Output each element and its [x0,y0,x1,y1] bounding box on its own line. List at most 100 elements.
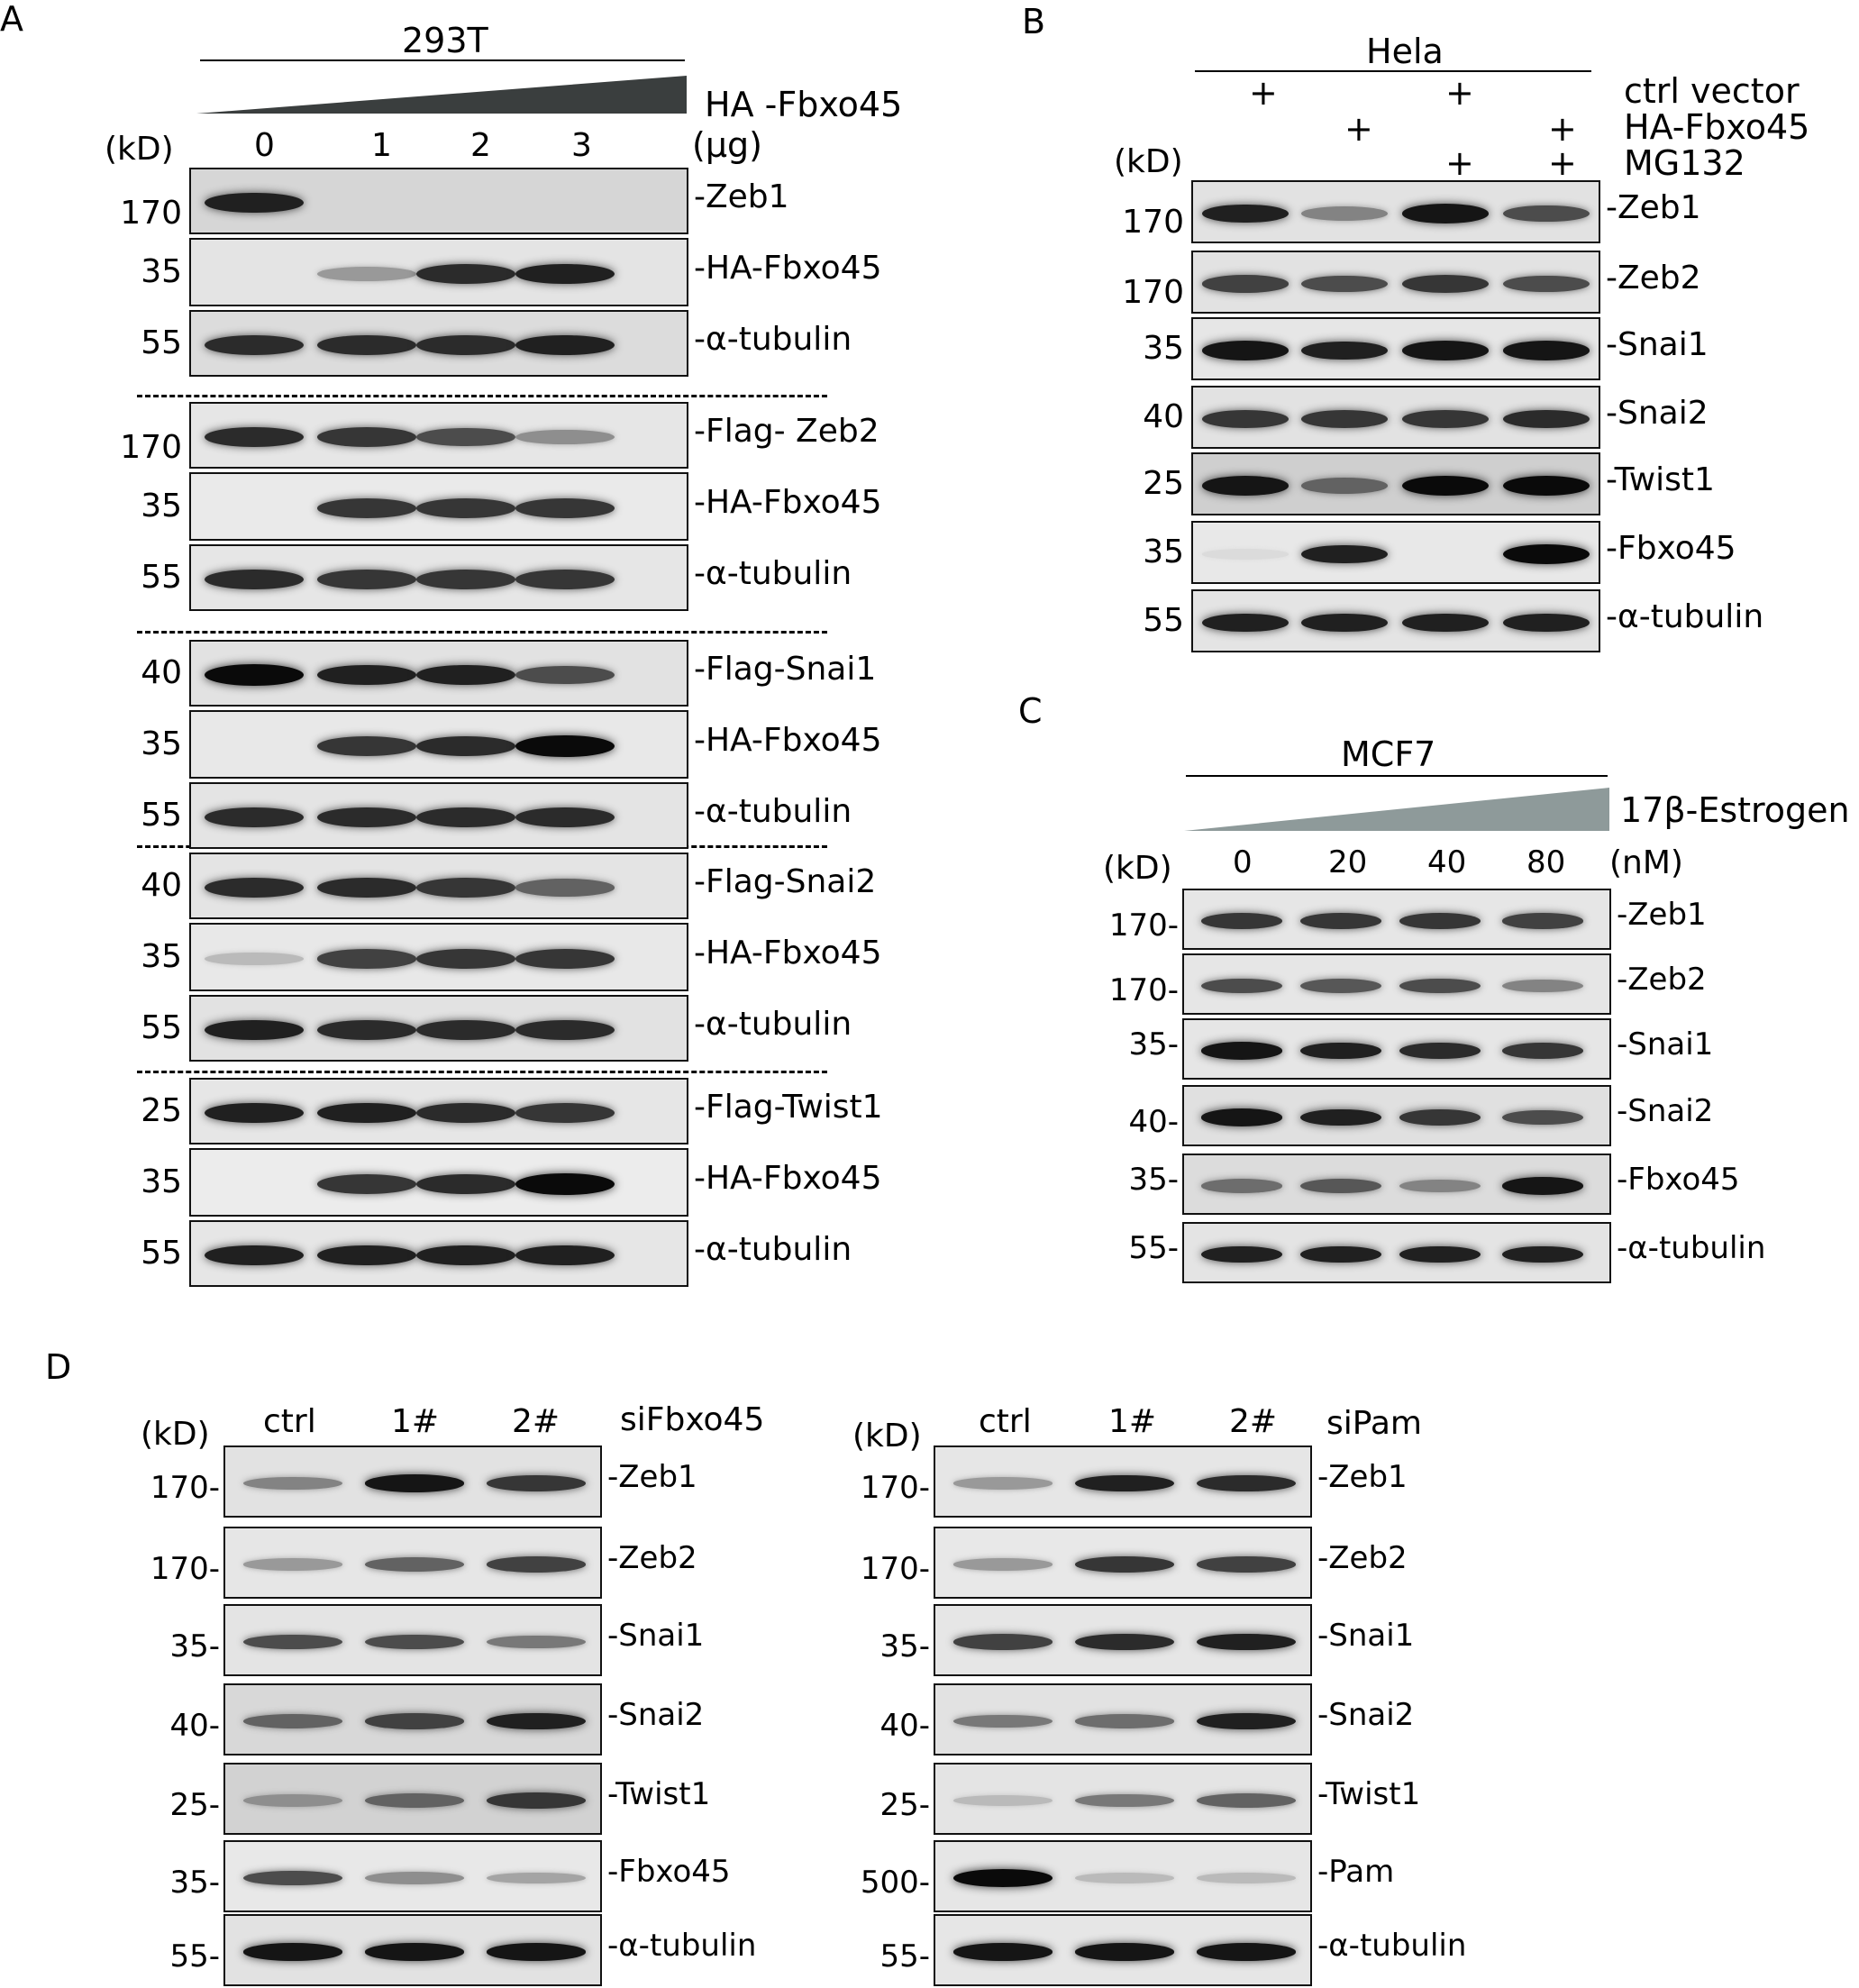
panel-d-left-row-5-marker: 25- [169,1787,220,1823]
panel-d-right-row-5-marker: 25- [879,1787,930,1823]
panel-a-g2-row-1-band-4 [515,429,615,445]
panel-a-lane-0: 0 [254,127,275,164]
panel-c-row-6-band-3 [1399,1245,1481,1263]
panel-a-g5-row-3-band-4 [515,1245,615,1266]
panel-b-cell-line-bar [1195,70,1591,72]
panel-c-lane-2: 40 [1427,844,1467,880]
panel-b-row-3-band-3 [1402,341,1489,360]
panel-d-right-row-5-band-2 [1075,1793,1174,1808]
panel-d-left-row-3-band-3 [487,1635,586,1649]
panel-a-g5-row-1-band-2 [317,1102,416,1124]
panel-a-g1-row-1-marker: 170 [120,195,182,232]
panel-d-left-row-6 [223,1840,602,1912]
panel-c-kd-label: (kD) [1103,850,1172,887]
panel-b-row-1-label: -Zeb1 [1606,189,1701,226]
panel-d-right-kd-label: (kD) [852,1418,922,1455]
panel-c-row-3-band-2 [1300,1042,1381,1060]
panel-d-left-row-5-band-3 [487,1792,586,1809]
panel-c-lane-3: 80 [1526,844,1566,880]
panel-d-left-row-2-label: -Zeb2 [607,1540,697,1576]
panel-a-g2-row-2-band-4 [515,498,615,518]
panel-a-g5-row-2 [189,1148,688,1217]
panel-d-left-row-3-band-1 [243,1634,342,1650]
panel-d-right-row-2-band-3 [1197,1556,1296,1573]
panel-a-g3-row-2-band-3 [416,735,515,757]
panel-d-right-row-1-label: -Zeb1 [1317,1459,1408,1495]
panel-b-row-2 [1191,251,1600,314]
panel-a-g5-row-3-band-3 [416,1245,515,1266]
panel-a-g3-row-2-band-2 [317,736,416,756]
panel-a-g4-row-1-band-3 [416,878,515,898]
panel-d-left-row-4-band-3 [487,1712,586,1730]
panel-d-left-row-6-label: -Fbxo45 [607,1854,731,1890]
panel-d-left-row-3-marker: 35- [169,1628,220,1664]
panel-d-left-row-2 [223,1527,602,1599]
panel-d-left-row-2-band-3 [487,1556,586,1573]
panel-c-row-4-band-1 [1201,1108,1282,1126]
panel-d-right-lane-0: ctrl [979,1403,1032,1440]
panel-a-g5-row-2-marker: 35 [141,1163,182,1200]
panel-d-right-row-3-label: -Snai1 [1317,1618,1415,1654]
panel-d-right-row-2 [934,1527,1312,1599]
panel-d-left-lane-2: 2# [512,1403,560,1440]
panel-b-sign-c3-lane-4: + [1548,143,1577,183]
panel-d-right-row-1-band-1 [953,1477,1053,1490]
panel-d-right-row-2-label: -Zeb2 [1317,1540,1408,1576]
panel-c-row-6-band-1 [1201,1245,1282,1263]
panel-c-row-5-band-1 [1201,1179,1282,1193]
panel-d-left-lane-0: ctrl [263,1403,316,1440]
panel-d-right-row-4-band-3 [1197,1712,1296,1730]
panel-c-cell-line-bar [1186,775,1608,777]
panel-d-right-row-6 [934,1840,1312,1912]
panel-a-divider-1 [137,395,827,397]
panel-a-g5-row-1-band-3 [416,1102,515,1124]
panel-d-letter: D [45,1347,72,1387]
panel-d-right-row-6-marker: 500- [860,1865,930,1901]
panel-d-right-row-6-band-1 [953,1869,1053,1887]
panel-a-g5-row-3 [189,1220,688,1287]
panel-c-row-1-band-2 [1300,913,1381,929]
panel-d-right-row-1-band-3 [1197,1474,1296,1492]
panel-c-row-2-marker: 170- [1108,972,1179,1008]
panel-d-right-row-2-marker: 170- [860,1551,930,1587]
panel-c-row-4-label: -Snai2 [1617,1093,1714,1129]
panel-a-g4-row-2-band-1 [205,952,304,966]
panel-d-left-row-5-band-2 [365,1793,464,1808]
panel-a-g4-row-2-band-3 [416,949,515,969]
panel-b-row-7-band-3 [1402,613,1489,633]
panel-d-right-row-4-band-1 [953,1714,1053,1728]
panel-b-sign-c2-lane-4: + [1548,109,1577,149]
panel-a-divider-4 [137,1071,827,1073]
panel-a-g4-row-2-band-2 [317,949,416,969]
panel-b-row-2-band-2 [1301,275,1388,293]
panel-a-divider-2 [137,631,827,634]
panel-a-g1-row-2-band-3 [416,263,515,285]
panel-c-row-5-label: -Fbxo45 [1617,1162,1740,1198]
panel-b-row-4-band-3 [1402,410,1489,428]
panel-c-treatment: 17β-Estrogen [1620,790,1850,830]
panel-d-right-row-5 [934,1763,1312,1835]
panel-a-g3-row-1-marker: 40 [141,654,182,691]
panel-a-gradient-wedge [196,76,687,114]
panel-c-row-5-marker: 35- [1128,1162,1179,1198]
panel-d-left-row-3-band-2 [365,1634,464,1650]
panel-b-sign-c2-lane-2: + [1344,109,1373,149]
panel-d-left-row-1 [223,1445,602,1518]
panel-a-g1-row-3-label: -α-tubulin [694,321,852,358]
panel-a-g3-row-2-marker: 35 [141,725,182,762]
panel-a-g2-row-1-band-3 [416,427,515,447]
panel-d-right-row-7-label: -α-tubulin [1317,1928,1467,1964]
panel-d-right-row-3-marker: 35- [879,1628,930,1664]
panel-a-g2-row-3-band-2 [317,570,416,589]
panel-a-lane-1: 1 [371,127,392,164]
panel-d-right-row-6-band-3 [1197,1873,1296,1883]
panel-b-row-4-band-4 [1503,409,1590,429]
panel-b-row-7 [1191,589,1600,652]
panel-c-row-5-band-3 [1399,1179,1481,1193]
panel-a-g1-row-2-band-2 [317,266,416,282]
panel-a-g5-row-1-band-4 [515,1103,615,1123]
panel-b-row-4-band-1 [1202,410,1289,428]
panel-b-condition-2-label: HA-Fbxo45 [1624,107,1810,147]
panel-a-g3-row-1-band-1 [205,663,304,687]
panel-c-row-3-label: -Snai1 [1617,1026,1714,1062]
